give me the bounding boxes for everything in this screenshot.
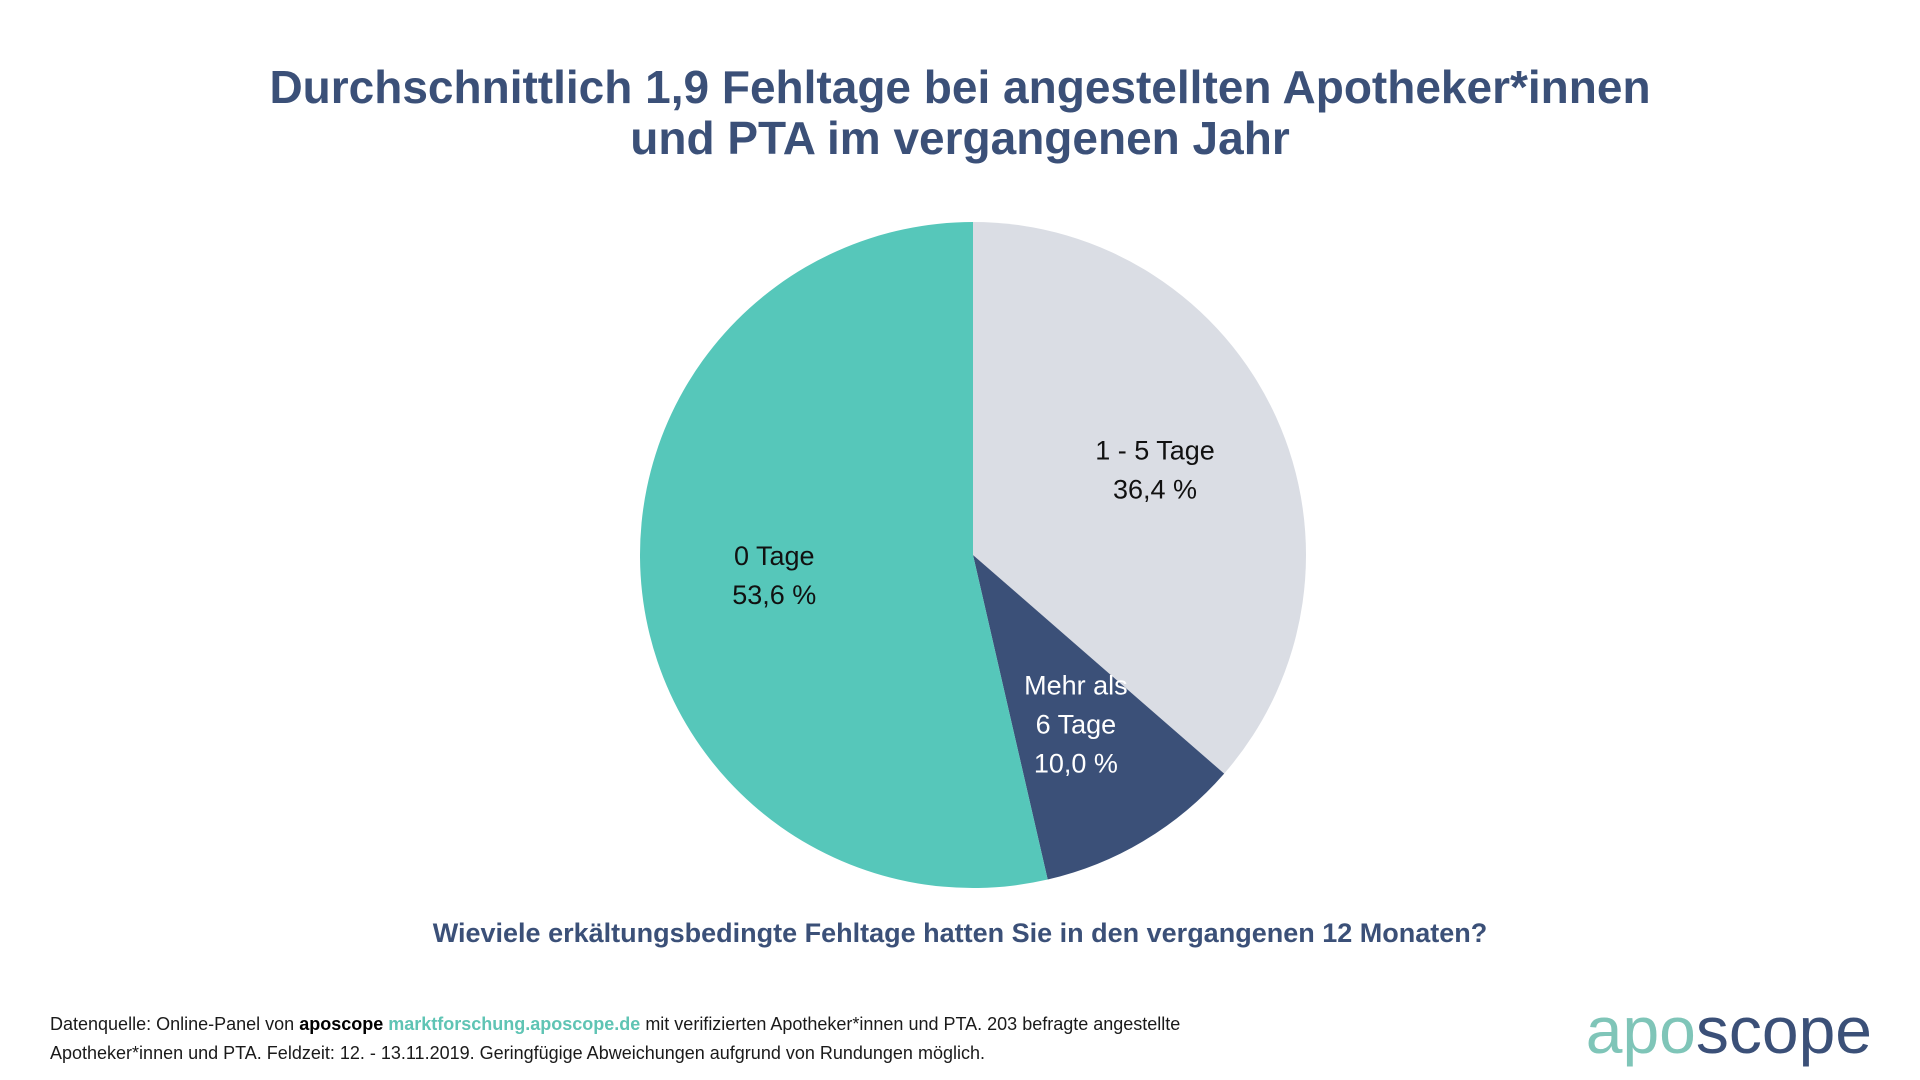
chart-title-line-2: und PTA im vergangenen Jahr bbox=[630, 112, 1290, 164]
pie-slice-category-label: 0 Tage bbox=[734, 541, 815, 571]
footnote-line2: Apotheker*innen und PTA. Feldzeit: 12. -… bbox=[50, 1043, 985, 1063]
aposcope-logo: aposcope bbox=[1586, 990, 1872, 1070]
footnote-line1-rest: mit verifizierten Apotheker*innen und PT… bbox=[645, 1014, 1181, 1034]
logo-part-apo: apo bbox=[1585, 993, 1696, 1067]
pie-slice-label-1: 1 - 5 Tage 36,4 % bbox=[1095, 436, 1215, 505]
pie-slice-category-label: Mehr als bbox=[1024, 671, 1128, 701]
chart-title-line-1: Durchschnittlich 1,9 Fehltage bei angest… bbox=[269, 61, 1651, 113]
pie-slice-1 bbox=[973, 222, 1306, 774]
data-source-footnote: Datenquelle: Online-Panel von aposcope m… bbox=[50, 1010, 1400, 1068]
pie-slice-2 bbox=[973, 555, 1225, 880]
pie-slice-label-2: Mehr als 6 Tage 10,0 % bbox=[1024, 671, 1128, 779]
pie-slice-value-label: 10,0 % bbox=[1034, 749, 1118, 779]
pie-slice-3 bbox=[640, 222, 1048, 889]
pie-slice-value-label: 36,4 % bbox=[1113, 475, 1197, 505]
footnote-url-link[interactable]: marktforschung.aposcope.de bbox=[388, 1014, 641, 1034]
pie-slice-category-label: 1 - 5 Tage bbox=[1095, 436, 1215, 466]
logo-part-scope: scope bbox=[1695, 993, 1872, 1067]
pie-slice-value-label: 53,6 % bbox=[732, 580, 816, 610]
survey-question: Wieviele erkältungsbedingte Fehltage hat… bbox=[432, 918, 1488, 948]
pie-slice-label-3: 0 Tage 53,6 % bbox=[732, 541, 816, 610]
footnote-prefix: Datenquelle: Online-Panel von bbox=[50, 1014, 295, 1034]
pie-slice-category-label: 6 Tage bbox=[1036, 710, 1117, 740]
footnote-brand: aposcope bbox=[299, 1014, 384, 1034]
